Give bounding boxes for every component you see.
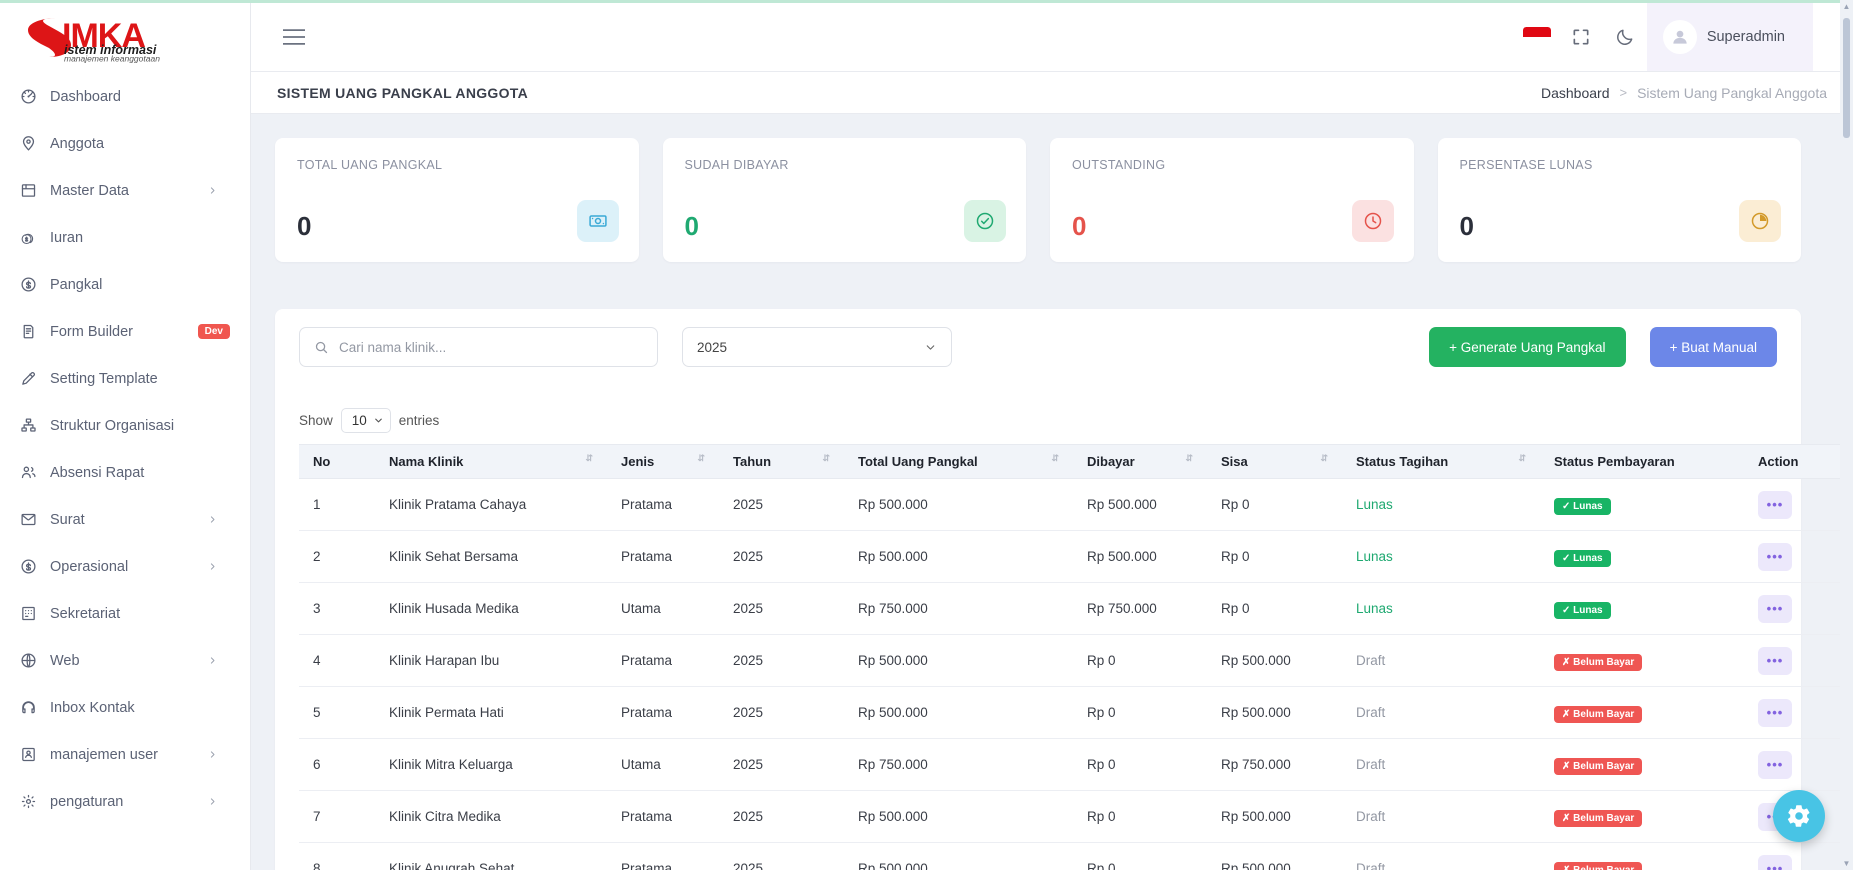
svg-text:manajemen keanggotaan: manajemen keanggotaan — [64, 54, 160, 64]
